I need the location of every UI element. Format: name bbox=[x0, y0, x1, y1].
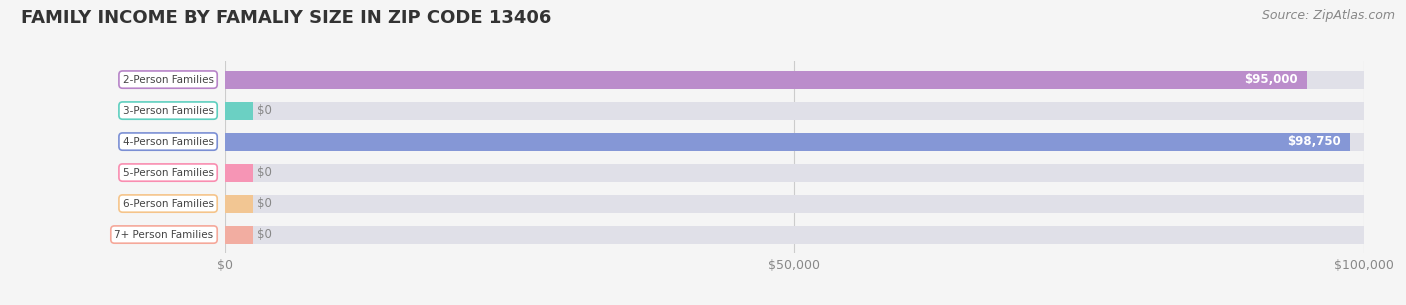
Text: $0: $0 bbox=[257, 166, 271, 179]
Text: 6-Person Families: 6-Person Families bbox=[122, 199, 214, 209]
Bar bbox=[225, 163, 1364, 181]
Bar bbox=[225, 195, 253, 213]
Bar bbox=[225, 70, 1308, 88]
Text: 2-Person Families: 2-Person Families bbox=[122, 75, 214, 84]
Bar bbox=[225, 163, 253, 181]
Text: $0: $0 bbox=[257, 228, 271, 241]
Text: $0: $0 bbox=[257, 197, 271, 210]
Bar bbox=[225, 226, 253, 243]
Text: 3-Person Families: 3-Person Families bbox=[122, 106, 214, 116]
Text: $95,000: $95,000 bbox=[1244, 73, 1298, 86]
Text: 5-Person Families: 5-Person Families bbox=[122, 167, 214, 178]
Text: FAMILY INCOME BY FAMALIY SIZE IN ZIP CODE 13406: FAMILY INCOME BY FAMALIY SIZE IN ZIP COD… bbox=[21, 9, 551, 27]
Text: $98,750: $98,750 bbox=[1286, 135, 1340, 148]
Text: 7+ Person Families: 7+ Person Families bbox=[114, 230, 214, 239]
Text: 4-Person Families: 4-Person Families bbox=[122, 137, 214, 147]
Bar bbox=[225, 226, 1364, 243]
Bar bbox=[225, 133, 1350, 151]
Bar bbox=[225, 133, 1364, 151]
Text: $0: $0 bbox=[257, 104, 271, 117]
Bar bbox=[225, 102, 253, 120]
Bar bbox=[225, 195, 1364, 213]
Bar bbox=[225, 102, 1364, 120]
Text: Source: ZipAtlas.com: Source: ZipAtlas.com bbox=[1261, 9, 1395, 22]
Bar bbox=[225, 70, 1364, 88]
